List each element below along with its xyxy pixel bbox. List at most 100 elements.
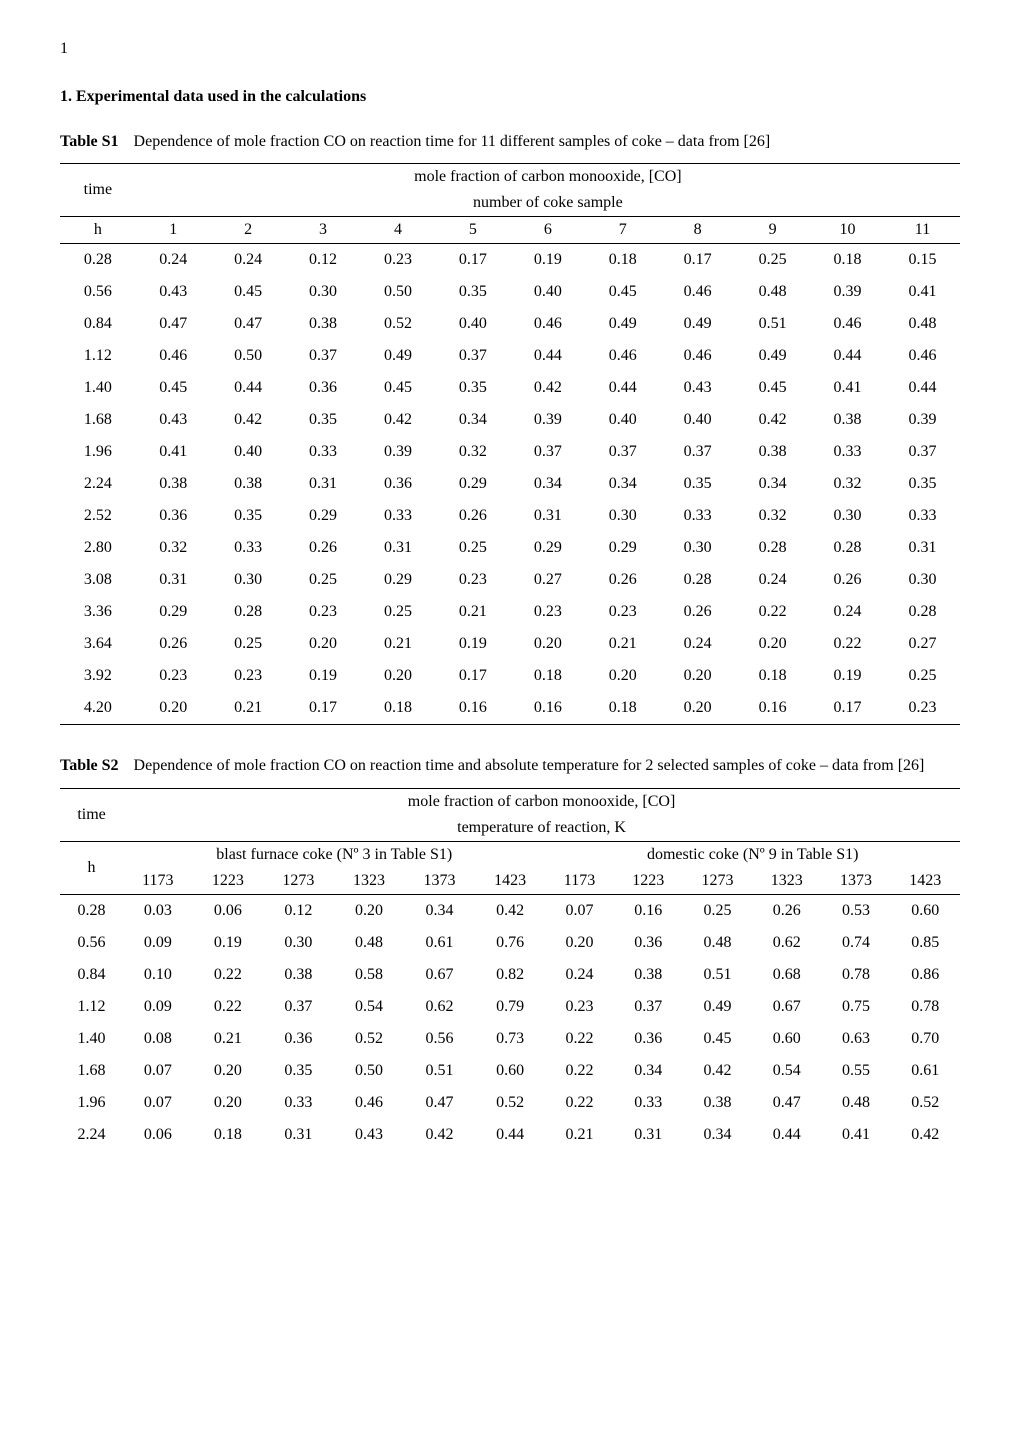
- t1-col-header: 7: [585, 217, 660, 244]
- t1-data-cell: 0.45: [735, 372, 810, 404]
- t2-time-cell: 1.68: [60, 1055, 123, 1087]
- t1-data-cell: 0.48: [735, 276, 810, 308]
- t1-data-cell: 0.20: [286, 628, 361, 660]
- t1-data-cell: 0.43: [136, 404, 211, 436]
- t2-time-cell: 0.84: [60, 959, 123, 991]
- t2-data-cell: 0.37: [614, 991, 683, 1023]
- t1-data-cell: 0.46: [660, 276, 735, 308]
- t1-data-cell: 0.41: [885, 276, 960, 308]
- t1-time-cell: 0.28: [60, 244, 136, 277]
- t1-data-cell: 0.46: [660, 340, 735, 372]
- t2-data-cell: 0.31: [263, 1119, 334, 1151]
- t2-data-cell: 0.35: [263, 1055, 334, 1087]
- t2-data-cell: 0.55: [821, 1055, 890, 1087]
- t2-data-cell: 0.48: [683, 927, 752, 959]
- table-row: 1.400.080.210.360.520.560.730.220.360.45…: [60, 1023, 960, 1055]
- t1-data-cell: 0.15: [885, 244, 960, 277]
- t1-time-cell: 3.08: [60, 564, 136, 596]
- t2-time-header: time: [60, 788, 123, 841]
- t1-data-cell: 0.38: [810, 404, 885, 436]
- t2-data-cell: 0.49: [683, 991, 752, 1023]
- t1-data-cell: 0.19: [286, 660, 361, 692]
- table-row: 0.280.240.240.120.230.170.190.180.170.25…: [60, 244, 960, 277]
- t2-data-cell: 0.36: [263, 1023, 334, 1055]
- t1-data-cell: 0.25: [211, 628, 286, 660]
- t1-data-cell: 0.29: [286, 500, 361, 532]
- t1-data-cell: 0.46: [585, 340, 660, 372]
- t2-data-cell: 0.34: [683, 1119, 752, 1151]
- t2-data-cell: 0.79: [475, 991, 546, 1023]
- table-row: 1.960.410.400.330.390.320.370.370.370.38…: [60, 436, 960, 468]
- t1-data-cell: 0.16: [435, 692, 510, 725]
- t2-group-right: domestic coke (Nº 9 in Table S1): [545, 841, 960, 868]
- t1-data-cell: 0.47: [211, 308, 286, 340]
- t1-data-cell: 0.44: [211, 372, 286, 404]
- t1-data-cell: 0.19: [510, 244, 585, 277]
- t2-data-cell: 0.03: [123, 894, 193, 927]
- t1-data-cell: 0.23: [136, 660, 211, 692]
- t1-data-cell: 0.47: [136, 308, 211, 340]
- table-s2-caption: Table S2 Dependence of mole fraction CO …: [60, 755, 960, 777]
- t1-data-cell: 0.26: [136, 628, 211, 660]
- t1-data-cell: 0.17: [435, 244, 510, 277]
- t1-data-cell: 0.23: [885, 692, 960, 725]
- t2-data-cell: 0.85: [891, 927, 960, 959]
- t2-data-cell: 0.38: [263, 959, 334, 991]
- t1-data-cell: 0.18: [510, 660, 585, 692]
- t1-data-cell: 0.49: [735, 340, 810, 372]
- t2-data-cell: 0.62: [752, 927, 821, 959]
- t2-data-cell: 0.67: [404, 959, 475, 991]
- t1-data-cell: 0.25: [735, 244, 810, 277]
- t2-data-cell: 0.86: [891, 959, 960, 991]
- table-row: 0.280.030.060.120.200.340.420.070.160.25…: [60, 894, 960, 927]
- t1-data-cell: 0.20: [361, 660, 436, 692]
- t1-data-cell: 0.34: [585, 468, 660, 500]
- t1-data-cell: 0.26: [286, 532, 361, 564]
- t2-temp-header: 1223: [193, 868, 264, 895]
- t1-data-cell: 0.44: [810, 340, 885, 372]
- t2-data-cell: 0.52: [475, 1087, 546, 1119]
- t2-data-cell: 0.09: [123, 927, 193, 959]
- t2-temp-header: 1223: [614, 868, 683, 895]
- table-row: 0.840.100.220.380.580.670.820.240.380.51…: [60, 959, 960, 991]
- t2-data-cell: 0.36: [614, 927, 683, 959]
- t1-data-cell: 0.21: [211, 692, 286, 725]
- t1-data-cell: 0.28: [211, 596, 286, 628]
- table-row: 0.560.430.450.300.500.350.400.450.460.48…: [60, 276, 960, 308]
- t1-data-cell: 0.12: [286, 244, 361, 277]
- table-row: 0.560.090.190.300.480.610.760.200.360.48…: [60, 927, 960, 959]
- t1-data-cell: 0.41: [810, 372, 885, 404]
- t1-data-cell: 0.29: [585, 532, 660, 564]
- t1-data-cell: 0.50: [211, 340, 286, 372]
- t1-data-cell: 0.18: [585, 692, 660, 725]
- t1-data-cell: 0.39: [810, 276, 885, 308]
- t1-data-cell: 0.36: [286, 372, 361, 404]
- t2-data-cell: 0.75: [821, 991, 890, 1023]
- table-row: 1.120.460.500.370.490.370.440.460.460.49…: [60, 340, 960, 372]
- t2-data-cell: 0.76: [475, 927, 546, 959]
- t1-data-cell: 0.21: [585, 628, 660, 660]
- t1-data-cell: 0.36: [361, 468, 436, 500]
- t1-data-cell: 0.30: [286, 276, 361, 308]
- t1-header-span: mole fraction of carbon monooxide, [CO]: [136, 164, 960, 191]
- t2-data-cell: 0.47: [752, 1087, 821, 1119]
- t2-data-cell: 0.20: [334, 894, 405, 927]
- t1-data-cell: 0.42: [510, 372, 585, 404]
- t2-data-cell: 0.42: [891, 1119, 960, 1151]
- section-heading: 1. Experimental data used in the calcula…: [60, 88, 960, 106]
- t1-col-header: 10: [810, 217, 885, 244]
- t2-data-cell: 0.42: [475, 894, 546, 927]
- t2-time-cell: 0.28: [60, 894, 123, 927]
- table-row: 0.840.470.470.380.520.400.460.490.490.51…: [60, 308, 960, 340]
- t1-data-cell: 0.26: [435, 500, 510, 532]
- t2-data-cell: 0.78: [821, 959, 890, 991]
- table-row: 2.240.380.380.310.360.290.340.340.350.34…: [60, 468, 960, 500]
- t1-col-header: 11: [885, 217, 960, 244]
- t1-data-cell: 0.30: [810, 500, 885, 532]
- t1-data-cell: 0.23: [361, 244, 436, 277]
- t1-data-cell: 0.29: [510, 532, 585, 564]
- t1-col-header: 1: [136, 217, 211, 244]
- t1-data-cell: 0.17: [810, 692, 885, 725]
- t1-time-cell: 2.24: [60, 468, 136, 500]
- t1-time-cell: 1.96: [60, 436, 136, 468]
